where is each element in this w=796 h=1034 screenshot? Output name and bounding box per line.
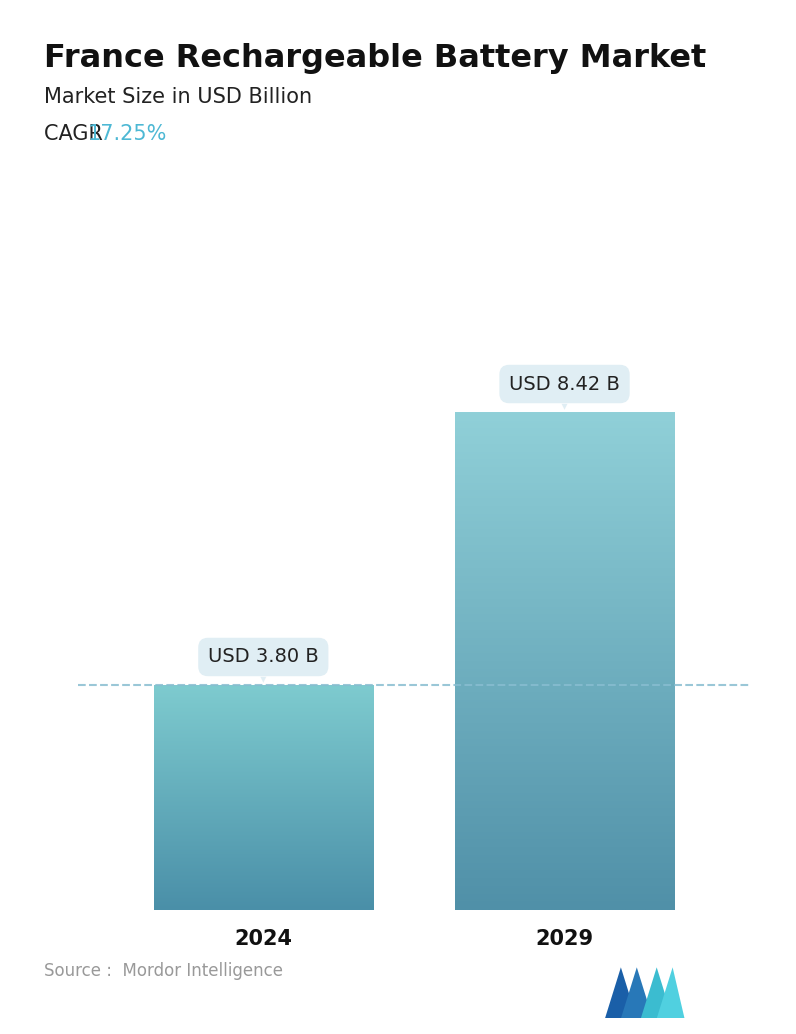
Text: CAGR: CAGR: [44, 124, 116, 144]
Text: 17.25%: 17.25%: [88, 124, 167, 144]
Polygon shape: [641, 968, 673, 1018]
Text: France Rechargeable Battery Market: France Rechargeable Battery Market: [44, 43, 706, 74]
Text: Source :  Mordor Intelligence: Source : Mordor Intelligence: [44, 963, 283, 980]
Polygon shape: [621, 968, 653, 1018]
Text: USD 3.80 B: USD 3.80 B: [208, 647, 318, 682]
Polygon shape: [657, 968, 685, 1018]
Text: Market Size in USD Billion: Market Size in USD Billion: [44, 87, 312, 107]
Polygon shape: [605, 968, 637, 1018]
Text: USD 8.42 B: USD 8.42 B: [509, 374, 620, 409]
